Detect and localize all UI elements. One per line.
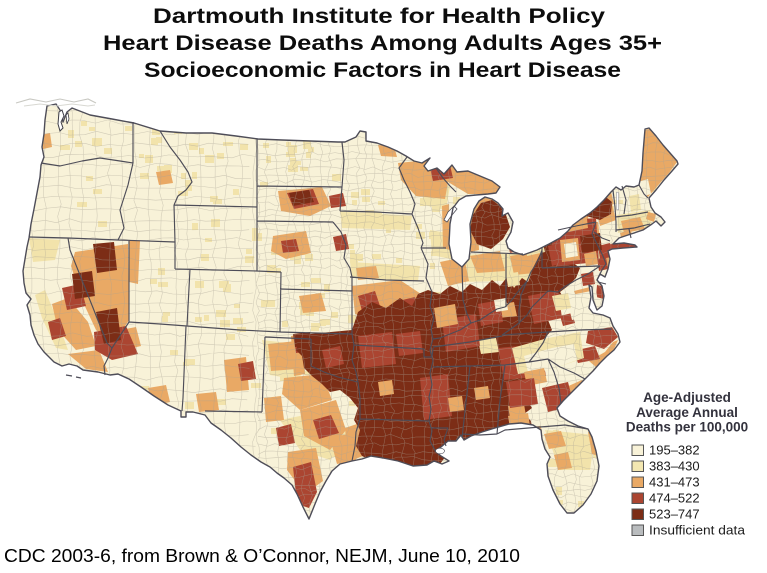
svg-text:383–430: 383–430 — [649, 459, 700, 474]
svg-text:Age-Adjusted: Age-Adjusted — [643, 390, 731, 405]
svg-text:Deaths per 100,000: Deaths per 100,000 — [626, 420, 748, 435]
svg-text:Dartmouth Institute for Health: Dartmouth Institute for Health Policy — [153, 4, 605, 28]
svg-text:523–747: 523–747 — [649, 507, 700, 522]
svg-text:Heart Disease Deaths Among Adu: Heart Disease Deaths Among Adults Ages 3… — [103, 31, 662, 55]
svg-text:431–473: 431–473 — [649, 475, 700, 490]
svg-text:Average Annual: Average Annual — [636, 405, 738, 420]
svg-text:CDC 2003-6, from Brown & O’Con: CDC 2003-6, from Brown & O’Connor, NEJM,… — [4, 546, 520, 566]
svg-text:474–522: 474–522 — [649, 491, 700, 506]
svg-text:Insufficient data: Insufficient data — [649, 523, 746, 538]
svg-text:195–382: 195–382 — [649, 443, 700, 458]
svg-text:Socioeconomic Factors in Heart: Socioeconomic Factors in Heart Disease — [144, 58, 621, 82]
